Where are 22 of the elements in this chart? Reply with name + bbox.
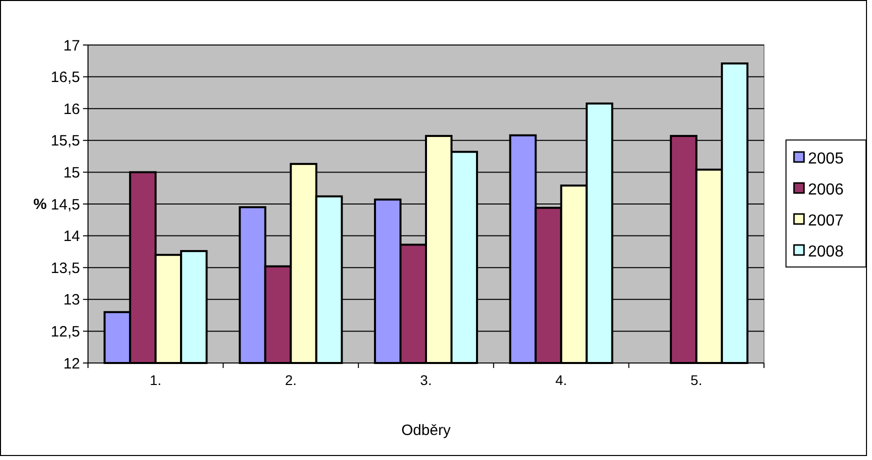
y-tick-label: 16,5 — [50, 69, 80, 86]
x-tick-label: 5. — [690, 372, 702, 388]
y-tick-label: 16 — [63, 100, 80, 118]
y-tick-label: 15,5 — [50, 132, 80, 150]
y-axis-title: % — [33, 196, 47, 213]
y-tick-label: 13,5 — [50, 260, 80, 277]
x-axis-title: Odběry — [401, 422, 452, 439]
x-tick-label: 3. — [420, 372, 432, 388]
x-tick-label: 1. — [150, 372, 162, 388]
legend-label: 2006 — [808, 182, 844, 199]
y-tick-label: 13 — [63, 292, 80, 309]
legend-label: 2005 — [808, 150, 844, 168]
legend-label: 2008 — [808, 244, 844, 261]
x-tick-label: 2. — [284, 372, 297, 388]
x-tick-label: 4. — [555, 372, 568, 388]
y-tick-label: 14 — [63, 228, 80, 246]
y-tick-label: 17 — [63, 37, 80, 54]
legend-label: 2007 — [808, 212, 844, 230]
y-tick-label: 12,5 — [50, 323, 80, 340]
y-tick-label: 15 — [63, 164, 80, 182]
y-tick-label: 14,5 — [50, 196, 80, 214]
y-tick-label: 12 — [63, 355, 80, 372]
